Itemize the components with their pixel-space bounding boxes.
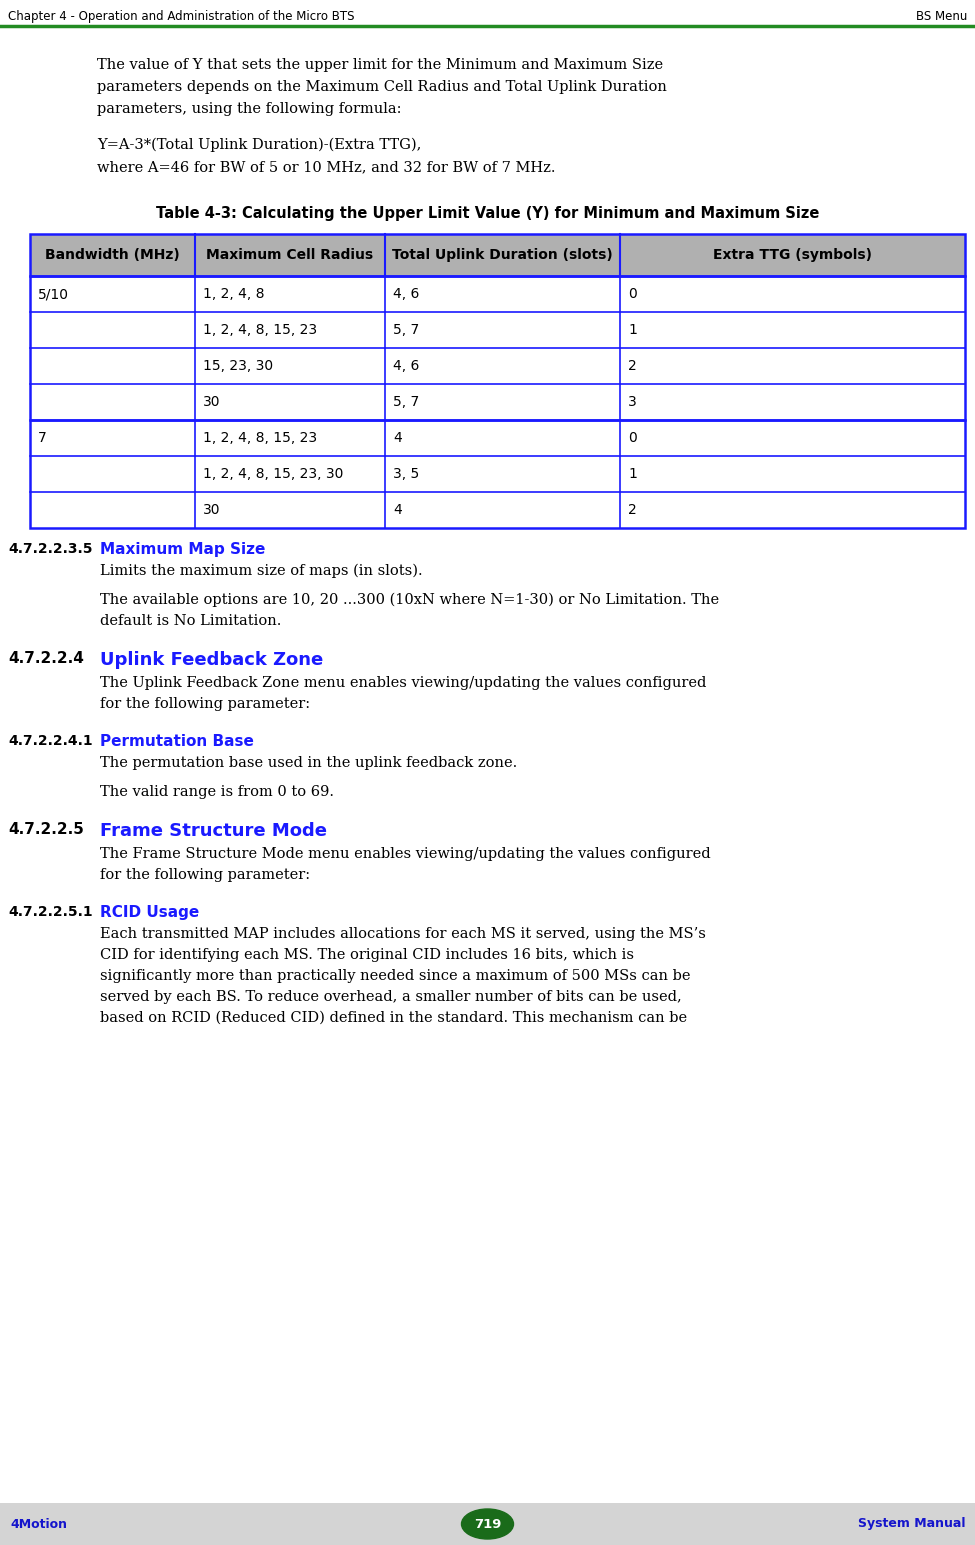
Text: 3, 5: 3, 5	[393, 467, 419, 480]
Text: The permutation base used in the uplink feedback zone.: The permutation base used in the uplink …	[100, 756, 518, 769]
Text: 0: 0	[628, 287, 637, 301]
Text: 4.7.2.2.5.1: 4.7.2.2.5.1	[8, 905, 93, 919]
Ellipse shape	[461, 1509, 514, 1539]
Text: 4.7.2.2.5: 4.7.2.2.5	[8, 822, 84, 837]
Text: 4.7.2.2.4.1: 4.7.2.2.4.1	[8, 734, 93, 748]
Text: 7: 7	[38, 431, 47, 445]
Text: Total Uplink Duration (slots): Total Uplink Duration (slots)	[392, 249, 613, 263]
Text: Maximum Cell Radius: Maximum Cell Radius	[207, 249, 373, 263]
Text: where A=46 for BW of 5 or 10 MHz, and 32 for BW of 7 MHz.: where A=46 for BW of 5 or 10 MHz, and 32…	[97, 161, 556, 175]
Text: BS Menu: BS Menu	[916, 9, 967, 23]
Text: 719: 719	[474, 1517, 501, 1531]
Text: 3: 3	[628, 396, 637, 409]
Bar	[0, 1503, 975, 1545]
Text: 15, 23, 30: 15, 23, 30	[203, 358, 273, 372]
Text: 1, 2, 4, 8, 15, 23: 1, 2, 4, 8, 15, 23	[203, 431, 317, 445]
Text: Maximum Map Size: Maximum Map Size	[100, 542, 265, 558]
Text: The Frame Structure Mode menu enables viewing/updating the values configured: The Frame Structure Mode menu enables vi…	[100, 847, 711, 861]
Text: Bandwidth (MHz): Bandwidth (MHz)	[45, 249, 179, 263]
Bar	[30, 233, 965, 277]
Text: 2: 2	[628, 358, 637, 372]
Text: 1: 1	[628, 467, 637, 480]
Text: The Uplink Feedback Zone menu enables viewing/updating the values configured: The Uplink Feedback Zone menu enables vi…	[100, 677, 706, 691]
Text: 4.7.2.2.3.5: 4.7.2.2.3.5	[8, 542, 93, 556]
Text: parameters depends on the Maximum Cell Radius and Total Uplink Duration: parameters depends on the Maximum Cell R…	[97, 80, 667, 94]
Text: 4, 6: 4, 6	[393, 358, 419, 372]
Text: CID for identifying each MS. The original CID includes 16 bits, which is: CID for identifying each MS. The origina…	[100, 949, 634, 963]
Text: Chapter 4 - Operation and Administration of the Micro BTS: Chapter 4 - Operation and Administration…	[8, 9, 355, 23]
Text: 1, 2, 4, 8: 1, 2, 4, 8	[203, 287, 264, 301]
Text: 5, 7: 5, 7	[393, 396, 419, 409]
Text: RCID Usage: RCID Usage	[100, 905, 199, 919]
Bar	[30, 233, 965, 277]
Text: 4: 4	[393, 431, 402, 445]
Text: Each transmitted MAP includes allocations for each MS it served, using the MS’s: Each transmitted MAP includes allocation…	[100, 927, 706, 941]
Text: 4Motion: 4Motion	[10, 1517, 67, 1531]
Bar	[30, 420, 965, 528]
Bar	[30, 277, 965, 420]
Text: The value of Y that sets the upper limit for the Minimum and Maximum Size: The value of Y that sets the upper limit…	[97, 59, 663, 73]
Text: System Manual: System Manual	[857, 1517, 965, 1531]
Text: Y=A-3*(Total Uplink Duration)-(Extra TTG),: Y=A-3*(Total Uplink Duration)-(Extra TTG…	[97, 138, 421, 153]
Text: 4, 6: 4, 6	[393, 287, 419, 301]
Text: 2: 2	[628, 504, 637, 518]
Text: parameters, using the following formula:: parameters, using the following formula:	[97, 102, 402, 116]
Text: Permutation Base: Permutation Base	[100, 734, 254, 749]
Text: significantly more than practically needed since a maximum of 500 MSs can be: significantly more than practically need…	[100, 969, 690, 983]
Text: 4: 4	[393, 504, 402, 518]
Text: served by each BS. To reduce overhead, a smaller number of bits can be used,: served by each BS. To reduce overhead, a…	[100, 990, 682, 1004]
Text: 0: 0	[628, 431, 637, 445]
Bar	[30, 277, 965, 420]
Text: based on RCID (Reduced CID) defined in the standard. This mechanism can be: based on RCID (Reduced CID) defined in t…	[100, 1010, 687, 1024]
Text: for the following parameter:: for the following parameter:	[100, 697, 310, 711]
Text: 1, 2, 4, 8, 15, 23: 1, 2, 4, 8, 15, 23	[203, 323, 317, 337]
Text: 5/10: 5/10	[38, 287, 69, 301]
Text: 1, 2, 4, 8, 15, 23, 30: 1, 2, 4, 8, 15, 23, 30	[203, 467, 343, 480]
Bar	[30, 420, 965, 528]
Text: The available options are 10, 20 ...300 (10xN where N=1-30) or No Limitation. Th: The available options are 10, 20 ...300 …	[100, 593, 720, 607]
Text: Extra TTG (symbols): Extra TTG (symbols)	[713, 249, 872, 263]
Text: Table 4-3: Calculating the Upper Limit Value (Y) for Minimum and Maximum Size: Table 4-3: Calculating the Upper Limit V…	[156, 205, 819, 221]
Text: Uplink Feedback Zone: Uplink Feedback Zone	[100, 650, 324, 669]
Text: for the following parameter:: for the following parameter:	[100, 868, 310, 882]
Text: 1: 1	[628, 323, 637, 337]
Text: Limits the maximum size of maps (in slots).: Limits the maximum size of maps (in slot…	[100, 564, 422, 578]
Text: 30: 30	[203, 504, 220, 518]
Text: The valid range is from 0 to 69.: The valid range is from 0 to 69.	[100, 785, 334, 799]
Text: 5, 7: 5, 7	[393, 323, 419, 337]
Text: 30: 30	[203, 396, 220, 409]
Text: Frame Structure Mode: Frame Structure Mode	[100, 822, 327, 840]
Text: 4.7.2.2.4: 4.7.2.2.4	[8, 650, 84, 666]
Text: default is No Limitation.: default is No Limitation.	[100, 613, 282, 627]
